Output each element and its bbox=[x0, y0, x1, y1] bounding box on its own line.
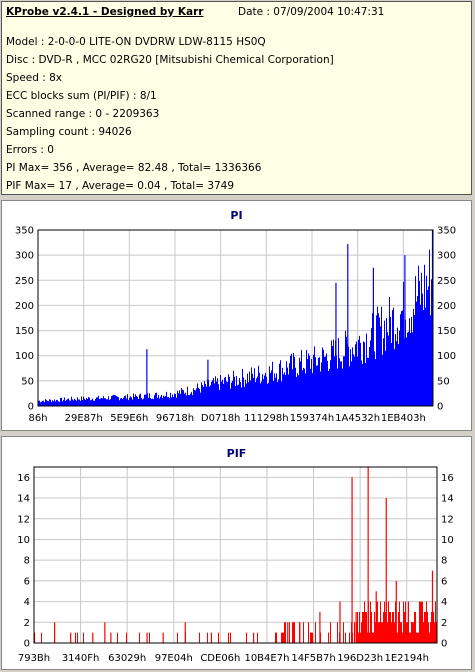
pif-chart-panel: PIF 0 0 2 2 4 4 6 6 8 8 10 10 12 12 14 14 16 16 793Bh 3140F… bbox=[1, 436, 472, 670]
x-tick-label: 97E04h bbox=[155, 653, 193, 664]
y-tick-label-left: 2 bbox=[24, 618, 30, 629]
y-tick-label-right: 2 bbox=[441, 618, 447, 629]
y-tick-label-right: 4 bbox=[441, 597, 447, 608]
y-tick-label-left: 300 bbox=[15, 251, 34, 262]
y-tick-label-left: 150 bbox=[15, 326, 34, 337]
x-tick-label: 10B4E7h bbox=[244, 653, 289, 664]
x-tick-label: 29E87h bbox=[65, 413, 103, 424]
x-tick-label: 1E2194h bbox=[384, 653, 428, 664]
x-tick-label: 63029h bbox=[108, 653, 146, 664]
app-title: KProbe v2.4.1 - Designed by Karr bbox=[6, 6, 204, 18]
x-tick-label: 14F5B7h bbox=[291, 653, 335, 664]
y-tick-label-left: 16 bbox=[17, 473, 30, 484]
y-tick-label-right: 14 bbox=[441, 494, 454, 505]
x-tick-label: 1A4532h bbox=[335, 413, 380, 424]
plot-frame bbox=[37, 229, 434, 407]
y-tick-label-left: 50 bbox=[21, 376, 34, 387]
y-tick-label-right: 250 bbox=[437, 276, 456, 287]
y-tick-label-left: 4 bbox=[24, 597, 30, 608]
x-tick-label: D0718h bbox=[201, 413, 241, 424]
y-tick-label-left: 0 bbox=[28, 402, 34, 413]
y-tick-label-right: 0 bbox=[437, 402, 443, 413]
y-tick-label-left: 12 bbox=[17, 514, 30, 525]
pi-chart-panel: PI 0 0 50 50 100 100 150 150 200 200 250 250 300 300 3… bbox=[1, 200, 472, 431]
y-tick-label-right: 12 bbox=[441, 514, 454, 525]
y-tick-label-left: 350 bbox=[15, 226, 34, 237]
plot-frame bbox=[33, 466, 438, 644]
info-model: Model : 2-0-0-0 LITE-ON DVDRW LDW-8115 H… bbox=[6, 36, 266, 48]
y-tick-label-right: 200 bbox=[437, 301, 456, 312]
y-tick-label-right: 350 bbox=[437, 226, 456, 237]
x-tick-label: 1EB403h bbox=[381, 413, 426, 424]
y-tick-label-right: 300 bbox=[437, 251, 456, 262]
y-tick-label-right: 8 bbox=[441, 556, 447, 567]
y-tick-label-right: 0 bbox=[441, 639, 447, 650]
info-disc: Disc : DVD-R , MCC 02RG20 [Mitsubishi Ch… bbox=[6, 54, 334, 66]
x-tick-label: 96718h bbox=[156, 413, 194, 424]
x-tick-label: 111298h bbox=[244, 413, 289, 424]
scan-date: Date : 07/09/2004 10:47:31 bbox=[238, 6, 385, 18]
x-tick-label: CDE06h bbox=[200, 653, 240, 664]
y-tick-label-left: 100 bbox=[15, 351, 34, 362]
y-tick-label-right: 16 bbox=[441, 473, 454, 484]
y-tick-label-left: 200 bbox=[15, 301, 34, 312]
y-tick-label-left: 250 bbox=[15, 276, 34, 287]
y-tick-label-right: 150 bbox=[437, 326, 456, 337]
y-tick-label-left: 0 bbox=[24, 639, 30, 650]
pi-chart-title: PI bbox=[230, 209, 243, 222]
y-tick-label-left: 10 bbox=[17, 535, 30, 546]
pif-chart: 0 0 2 2 4 4 6 6 8 8 10 10 12 12 14 14 16 16 793Bh 3140Fh 630… bbox=[17, 466, 454, 664]
info-pi-stats: PI Max= 356 , Average= 82.48 , Total= 13… bbox=[6, 162, 262, 174]
pi-chart: 0 0 50 50 100 100 150 150 200 200 250 250 300 300 350 3… bbox=[15, 226, 456, 425]
x-tick-label: 793Bh bbox=[18, 653, 50, 664]
x-tick-label: 3140Fh bbox=[62, 653, 100, 664]
x-tick-label: 159374h bbox=[290, 413, 335, 424]
info-speed: Speed : 8x bbox=[6, 72, 63, 84]
info-pif-stats: PIF Max= 17 , Average= 0.04 , Total= 374… bbox=[6, 180, 235, 192]
pif-chart-title: PIF bbox=[226, 447, 247, 460]
plot-area bbox=[33, 466, 438, 644]
y-tick-label-left: 14 bbox=[17, 494, 30, 505]
y-tick-label-right: 50 bbox=[437, 376, 450, 387]
info-panel: KProbe v2.4.1 - Designed by Karr Date : … bbox=[1, 1, 472, 195]
x-tick-label: 5E9E6h bbox=[110, 413, 148, 424]
y-tick-label-right: 100 bbox=[437, 351, 456, 362]
y-tick-label-right: 10 bbox=[441, 535, 454, 546]
info-ecc-sum: ECC blocks sum (PI/PIF) : 8/1 bbox=[6, 90, 157, 102]
info-scanned-range: Scanned range : 0 - 2209363 bbox=[6, 108, 160, 120]
x-tick-label: 196D23h bbox=[337, 653, 383, 664]
y-tick-label-left: 6 bbox=[24, 576, 30, 587]
x-tick-label: 86h bbox=[28, 413, 47, 424]
info-sampling-count: Sampling count : 94026 bbox=[6, 126, 132, 138]
y-tick-label-right: 6 bbox=[441, 576, 447, 587]
y-tick-label-left: 8 bbox=[24, 556, 30, 567]
info-errors: Errors : 0 bbox=[6, 144, 54, 156]
